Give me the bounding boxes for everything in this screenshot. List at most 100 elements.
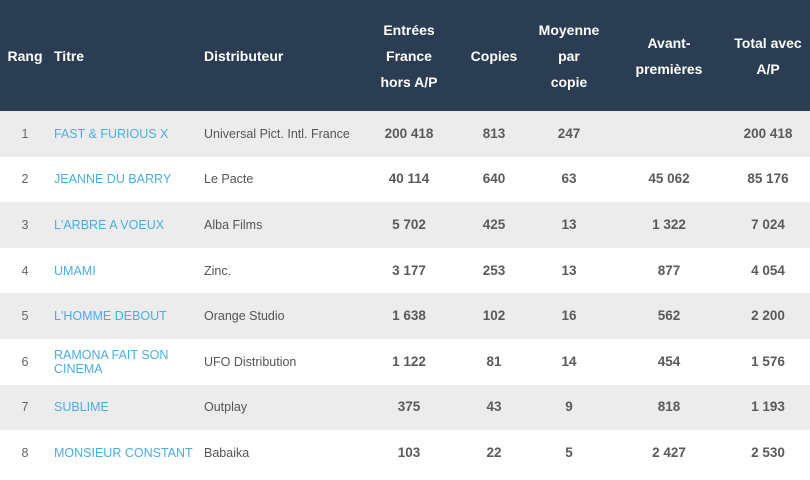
total-cell: 200 418 (743, 125, 793, 141)
entries-cell: 40 114 (388, 171, 430, 187)
total-cell: 2 530 (751, 444, 785, 460)
total-cell: 85 176 (747, 171, 789, 187)
average-cell: 14 (561, 353, 577, 369)
copies-cell: 640 (482, 171, 506, 187)
entries-cell: 200 418 (384, 125, 434, 141)
copies-cell: 102 (482, 308, 506, 324)
title-cell: FAST & FURIOUS X (50, 111, 200, 157)
rank-cell: 6 (21, 354, 29, 369)
header-distributor[interactable]: Distributeur (204, 47, 284, 64)
film-title-link[interactable]: MONSIEUR CONSTANT (54, 445, 193, 460)
distributor-cell: Orange Studio (204, 309, 285, 324)
table-row: 7 SUBLIME Outplay 375 43 9 818 1 193 (0, 384, 810, 431)
table-row: 1 FAST & FURIOUS X Universal Pict. Intl.… (0, 111, 810, 157)
film-title-link[interactable]: L'ARBRE A VOEUX (54, 217, 165, 232)
header-title[interactable]: Titre (54, 47, 85, 64)
table-header: Rang Titre Distributeur Entrées France h… (0, 0, 810, 111)
film-title-link[interactable]: JEANNE DU BARRY (54, 172, 172, 187)
previews-cell: 1 322 (652, 216, 686, 232)
header-average[interactable]: Moyenne par copie (526, 0, 612, 111)
distributor-cell: Alba Films (204, 217, 263, 232)
total-cell: 1 193 (751, 399, 785, 415)
distributor-cell: Outplay (204, 400, 248, 415)
average-cell: 9 (565, 399, 573, 415)
header-entries-line2: France (386, 47, 432, 64)
table-row: 8 MONSIEUR CONSTANT Babaika 103 22 5 2 4… (0, 430, 810, 476)
film-title-link[interactable]: SUBLIME (54, 400, 109, 415)
table-row: 4 UMAMI Zinc. 3 177 253 13 877 4 054 (0, 247, 810, 294)
previews-cell: 818 (657, 399, 681, 415)
header-average-line1: Moyenne (538, 21, 600, 38)
average-cell: 13 (561, 216, 577, 232)
title-cell: JEANNE DU BARRY (50, 157, 200, 203)
distributor-cell: Universal Pict. Intl. France (204, 126, 350, 141)
table-row: 5 L'HOMME DEBOUT Orange Studio 1 638 102… (0, 293, 810, 339)
distributor-cell: UFO Distribution (204, 354, 297, 369)
average-cell: 247 (557, 125, 581, 141)
title-cell: L'ARBRE A VOEUX (50, 202, 200, 248)
entries-cell: 1 122 (392, 353, 426, 369)
rank-cell: 1 (21, 126, 29, 141)
header-previews-line2: premières (635, 60, 703, 77)
previews-cell: 454 (657, 353, 681, 369)
header-average-line2: par (558, 47, 580, 64)
total-cell: 4 054 (751, 262, 785, 278)
title-cell: L'HOMME DEBOUT (50, 293, 200, 339)
copies-cell: 813 (482, 125, 506, 141)
average-cell: 5 (565, 444, 573, 460)
distributor-cell: Zinc. (204, 263, 232, 278)
header-total-line2: A/P (756, 60, 780, 77)
table-row: 6 RAMONA FAIT SON CINEMA UFO Distributio… (0, 338, 810, 385)
previews-cell: 45 062 (648, 171, 690, 187)
header-row: Rang Titre Distributeur Entrées France h… (0, 0, 810, 111)
distributor-cell: Babaika (204, 445, 250, 460)
title-cell: RAMONA FAIT SON CINEMA (50, 339, 200, 385)
entries-cell: 375 (397, 399, 421, 415)
title-cell: MONSIEUR CONSTANT (50, 430, 200, 476)
copies-cell: 22 (486, 444, 502, 460)
table-row: 3 L'ARBRE A VOEUX Alba Films 5 702 425 1… (0, 202, 810, 248)
film-title-link[interactable]: FAST & FURIOUS X (54, 126, 169, 141)
average-cell: 16 (561, 308, 577, 324)
film-title-link[interactable]: UMAMI (54, 263, 96, 278)
rank-cell: 2 (21, 172, 29, 187)
previews-cell: 562 (657, 308, 681, 324)
rank-cell: 5 (21, 309, 29, 324)
title-cell: UMAMI (50, 248, 200, 294)
rank-cell: 7 (21, 400, 29, 415)
total-cell: 1 576 (751, 353, 785, 369)
previews-cell (612, 111, 726, 157)
title-cell: SUBLIME (50, 385, 200, 431)
rank-cell: 4 (21, 263, 29, 278)
table-row: 2 JEANNE DU BARRY Le Pacte 40 114 640 63… (0, 156, 810, 203)
header-entries-line1: Entrées (383, 21, 435, 38)
header-total[interactable]: Total avec A/P (726, 0, 810, 111)
header-copies[interactable]: Copies (470, 47, 518, 64)
header-rank[interactable]: Rang (7, 47, 43, 64)
header-previews[interactable]: Avant- premières (612, 0, 726, 111)
rank-cell: 3 (21, 217, 29, 232)
previews-cell: 877 (657, 262, 681, 278)
copies-cell: 425 (482, 216, 506, 232)
entries-cell: 5 702 (392, 216, 426, 232)
average-cell: 63 (561, 171, 577, 187)
header-previews-line1: Avant- (647, 34, 691, 51)
total-cell: 7 024 (751, 216, 785, 232)
copies-cell: 253 (482, 262, 506, 278)
header-total-line1: Total avec (734, 34, 802, 51)
header-entries-line3: hors A/P (380, 73, 438, 90)
copies-cell: 43 (486, 399, 502, 415)
film-title-link[interactable]: L'HOMME DEBOUT (54, 309, 167, 324)
entries-cell: 3 177 (392, 262, 426, 278)
total-cell: 2 200 (751, 308, 785, 324)
entries-cell: 103 (397, 444, 421, 460)
header-entries[interactable]: Entrées France hors A/P (356, 0, 462, 111)
rank-cell: 8 (21, 445, 29, 460)
copies-cell: 81 (486, 353, 502, 369)
previews-cell: 2 427 (652, 444, 686, 460)
entries-cell: 1 638 (392, 308, 426, 324)
distributor-cell: Le Pacte (204, 172, 254, 187)
header-average-line3: copie (550, 73, 588, 90)
film-title-link[interactable]: RAMONA FAIT SON CINEMA (54, 347, 169, 376)
